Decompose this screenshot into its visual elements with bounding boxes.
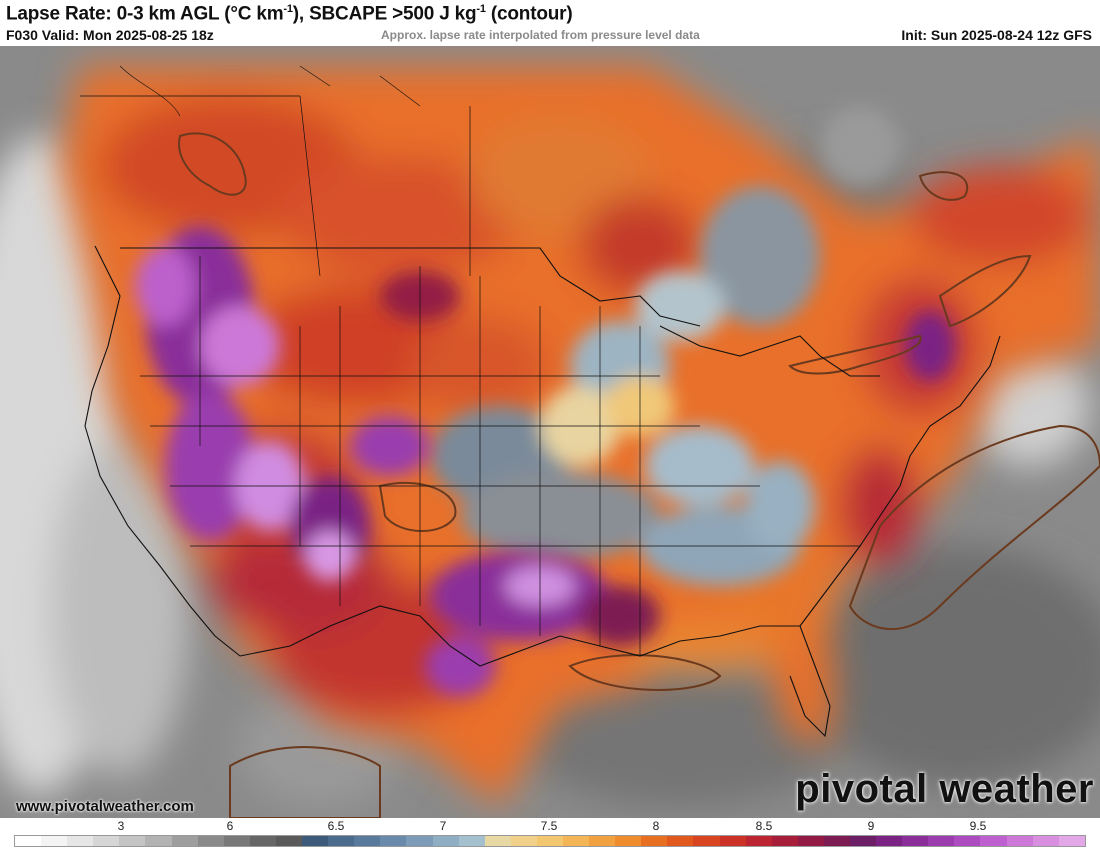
colorbar-swatch <box>41 836 68 846</box>
map-canvas[interactable]: www.pivotalweather.com pivotal weather <box>0 46 1100 818</box>
colorbar-swatch <box>536 836 563 846</box>
canada-province-lines <box>80 95 471 277</box>
colorbar-swatch <box>797 836 824 846</box>
colorbar-swatch <box>15 836 42 846</box>
cape-contour <box>938 254 1032 328</box>
colorbar-swatch <box>171 836 198 846</box>
colorbar-swatch <box>823 836 850 846</box>
colorbar-swatch <box>954 836 981 846</box>
cape-contour <box>229 746 381 818</box>
header: Lapse Rate: 0-3 km AGL (°C km-1), SBCAPE… <box>0 0 1100 46</box>
east-coastline <box>799 335 1001 627</box>
colorbar-swatch <box>667 836 694 846</box>
colorbar-swatch <box>197 836 224 846</box>
colorbar-swatch <box>328 836 355 846</box>
colorbar-tick: 7.5 <box>540 819 558 833</box>
cape-contour <box>918 171 969 201</box>
west-coastline <box>84 245 241 657</box>
colorbar-tick: 9.5 <box>969 819 987 833</box>
colorbar-ticks: 3 6 6.5 7 7.5 8 8.5 9 9.5 <box>0 818 1100 833</box>
colorbar-swatch <box>589 836 616 846</box>
colorbar-swatch <box>1006 836 1033 846</box>
cape-contour <box>378 481 457 532</box>
colorbar-swatch <box>510 836 537 846</box>
colorbar-tick: 9 <box>867 819 875 833</box>
us-canada-border <box>120 247 701 327</box>
colorbar-swatch <box>771 836 798 846</box>
colorbar-swatch <box>1032 836 1059 846</box>
colorbar-tick: 8 <box>652 819 660 833</box>
colorbar-swatch <box>980 836 1007 846</box>
colorbar-swatch <box>93 836 120 846</box>
colorbar-swatch <box>1058 836 1085 846</box>
boundaries <box>80 65 1001 738</box>
method-note: Approx. lapse rate interpolated from pre… <box>381 28 700 42</box>
state-lines-horizontal <box>140 375 860 547</box>
sbcape-contours <box>178 132 1100 818</box>
colorbar-tick: 6 <box>226 819 234 833</box>
title-superscript: -1 <box>476 3 486 15</box>
colorbar-swatch <box>693 836 720 846</box>
colorbar-swatch <box>484 836 511 846</box>
brand-watermark: pivotal weather <box>795 767 1094 811</box>
colorbar-swatch <box>406 836 433 846</box>
title-part: (contour) <box>485 3 573 25</box>
colorbar-swatches <box>14 835 1086 847</box>
cape-contour <box>788 334 922 375</box>
colorbar-tick: 7 <box>439 819 447 833</box>
colorbar-swatch <box>223 836 250 846</box>
colorbar-swatch <box>902 836 929 846</box>
cape-contour <box>178 132 247 196</box>
colorbar-swatch <box>302 836 329 846</box>
map-title: Lapse Rate: 0-3 km AGL (°C km-1), SBCAPE… <box>6 3 573 25</box>
colorbar-swatch <box>249 836 276 846</box>
colorbar-swatch <box>562 836 590 846</box>
valid-time: F030 Valid: Mon 2025-08-25 18z <box>6 27 214 43</box>
title-part: ), SBCAPE >500 J kg <box>292 3 477 25</box>
colorbar-swatch <box>354 836 381 846</box>
cape-contour <box>568 654 722 691</box>
title-part: Lapse Rate: 0-3 km AGL (°C km <box>6 3 284 25</box>
great-lakes-outline <box>659 325 880 377</box>
colorbar-swatch <box>745 836 772 846</box>
colorbar-swatch <box>719 836 746 846</box>
colorbar-swatch <box>850 836 877 846</box>
colorbar-tick: 6.5 <box>327 819 345 833</box>
map-svg <box>0 46 1100 818</box>
cape-contour <box>848 424 1100 631</box>
state-lines-vertical <box>199 256 641 656</box>
site-url: www.pivotalweather.com <box>16 798 194 815</box>
colorbar-swatch <box>876 836 903 846</box>
colorbar-swatch <box>928 836 955 846</box>
colorbar-tick: 8.5 <box>755 819 773 833</box>
colorbar-swatch <box>641 836 668 846</box>
colorbar-swatch <box>615 836 642 846</box>
init-time: Init: Sun 2025-08-24 12z GFS <box>901 27 1092 43</box>
colorbar-swatch <box>119 836 146 846</box>
canada-lake-outlines <box>119 65 421 117</box>
colorbar: 3 6 6.5 7 7.5 8 8.5 9 9.5 <box>0 818 1100 850</box>
colorbar-tick: 3 <box>117 819 125 833</box>
colorbar-swatch <box>275 836 303 846</box>
florida-coastline <box>789 625 831 738</box>
colorbar-swatch <box>67 836 94 846</box>
colorbar-swatch <box>380 836 407 846</box>
us-mexico-border <box>239 605 561 667</box>
title-superscript: -1 <box>283 3 293 15</box>
colorbar-swatch <box>458 836 485 846</box>
colorbar-swatch <box>145 836 172 846</box>
colorbar-swatch <box>432 836 459 846</box>
